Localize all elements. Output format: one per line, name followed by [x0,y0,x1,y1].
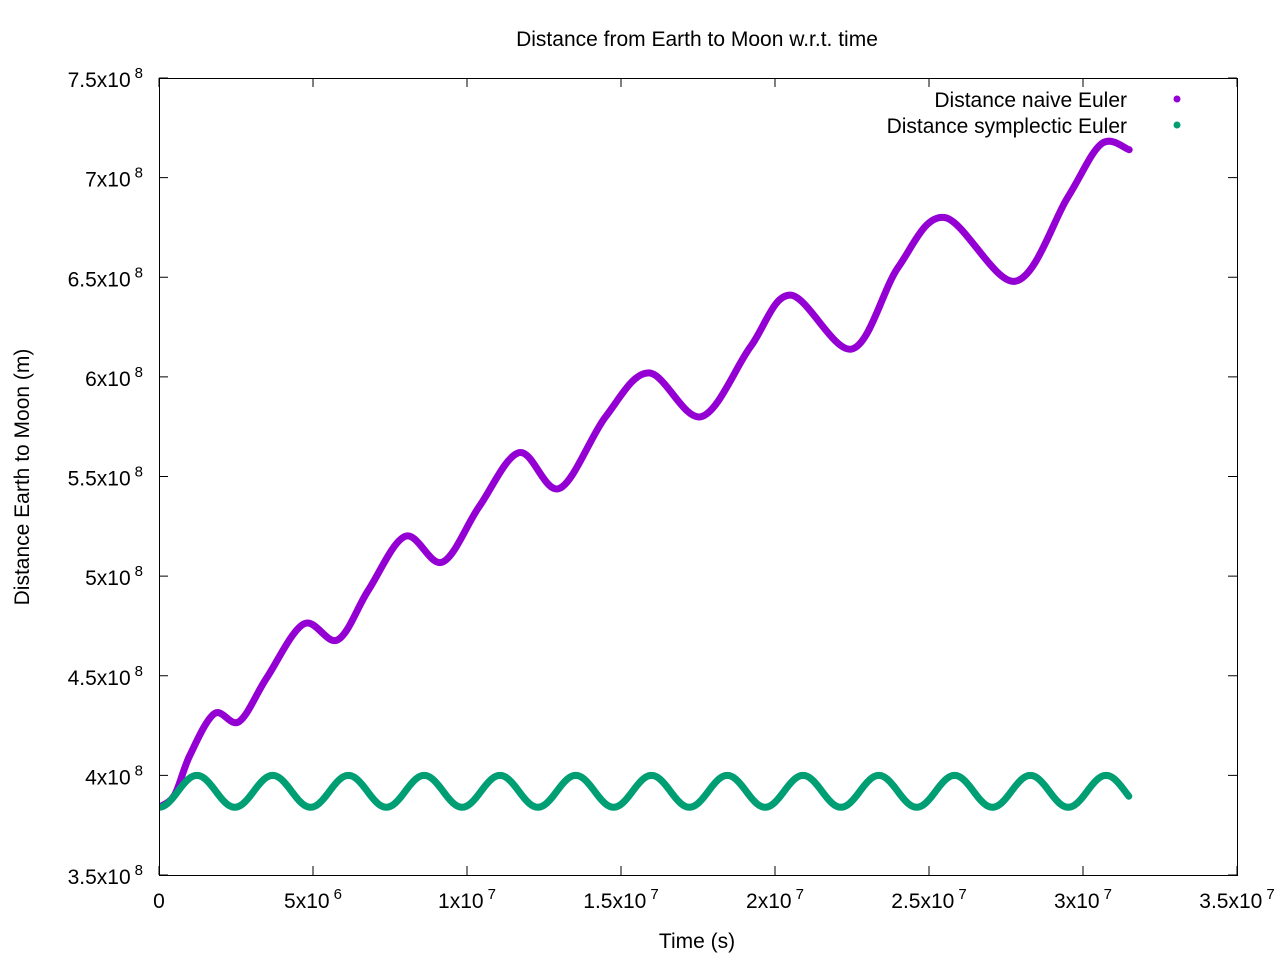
y-tick-label: 7.5x10 8 [68,65,143,92]
y-tick-label: 7x10 8 [85,165,143,192]
y-tick-label: 4.5x10 8 [68,663,143,690]
y-axis-label: Distance Earth to Moon (m) [11,349,34,606]
y-tick-label: 6.5x10 8 [68,264,143,291]
x-tick-label: 1.5x10 7 [583,886,658,913]
legend-marker [1173,95,1181,103]
series-1-curve [159,771,1133,811]
legend-marker [1173,121,1181,129]
x-axis-label: Time (s) [659,930,735,953]
legend-label: Distance naive Euler [934,89,1127,112]
x-tick-label: 3.5x10 7 [1199,886,1274,913]
series-layer [159,137,1133,811]
y-tick-label: 5.5x10 8 [68,464,143,491]
x-tick-label: 3x10 7 [1054,886,1112,913]
x-axis: 0 5x10 6 1x10 7 1.5x10 7 2x10 7 2.5x10 7 3x10 7 3.5x1… [153,78,1275,913]
x-tick-label: 2.5x10 7 [891,886,966,913]
x-tick-label: 2x10 7 [746,886,804,913]
x-tick-label: 1x10 7 [438,886,496,913]
plot-area [159,137,1133,811]
legend: Distance naive Euler Distance symplectic … [887,89,1181,138]
series-0-curve [159,137,1133,811]
y-axis: 3.5x10 8 4x10 8 4.5x10 8 5x10 8 5.5x10 8 6x10 8 6.5x… [68,65,1237,889]
x-tick-label: 0 [153,890,165,913]
y-tick-label: 6x10 8 [85,364,143,391]
legend-label: Distance symplectic Euler [887,115,1127,138]
y-tick-label: 5x10 8 [85,563,143,590]
chart-title: Distance from Earth to Moon w.r.t. time [516,28,878,51]
y-tick-label: 4x10 8 [85,762,143,789]
x-tick-label: 5x10 6 [284,886,342,913]
y-tick-label: 3.5x10 8 [68,862,143,889]
